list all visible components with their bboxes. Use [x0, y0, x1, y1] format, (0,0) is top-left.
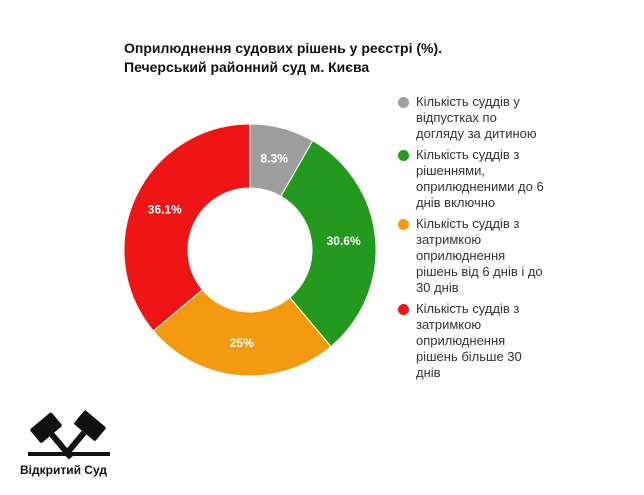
legend-label: Кількість суддів з рішеннями, оприлюднен…: [416, 147, 544, 210]
legend-item: Кількість суддів з рішеннями, оприлюднен…: [396, 147, 546, 211]
chart-title: Оприлюднення судових рішень у реєстрі (%…: [124, 40, 443, 56]
legend-marker: [398, 219, 409, 230]
slice-label: 36.1%: [148, 202, 182, 216]
donut-slice: [280, 140, 377, 348]
legend-item: Кількість суддів з затримкою оприлюдненн…: [396, 216, 546, 296]
legend: Кількість суддів у відпустках по догляду…: [396, 94, 546, 381]
legend-label: Кількість суддів з затримкою оприлюдненн…: [416, 301, 522, 380]
donut-slice: [123, 123, 251, 332]
logo-icon: [28, 410, 110, 460]
chart-subtitle: Печерський районний суд м. Києва: [124, 59, 370, 75]
legend-item: Кількість суддів з затримкою оприлюдненн…: [396, 301, 546, 381]
logo-text: Відкритий Суд: [20, 463, 107, 477]
slice-label: 25%: [230, 336, 254, 350]
slice-label: 30.6%: [327, 234, 361, 248]
donut-slice: [152, 289, 332, 377]
legend-label: Кількість суддів з затримкою оприлюдненн…: [416, 216, 543, 295]
legend-label: Кількість суддів у відпустках по догляду…: [416, 94, 537, 141]
legend-item: Кількість суддів у відпустках по догляду…: [396, 94, 546, 142]
legend-marker: [398, 150, 409, 161]
legend-marker: [398, 304, 409, 315]
slice-label: 8.3%: [261, 151, 289, 165]
legend-marker: [398, 97, 409, 108]
